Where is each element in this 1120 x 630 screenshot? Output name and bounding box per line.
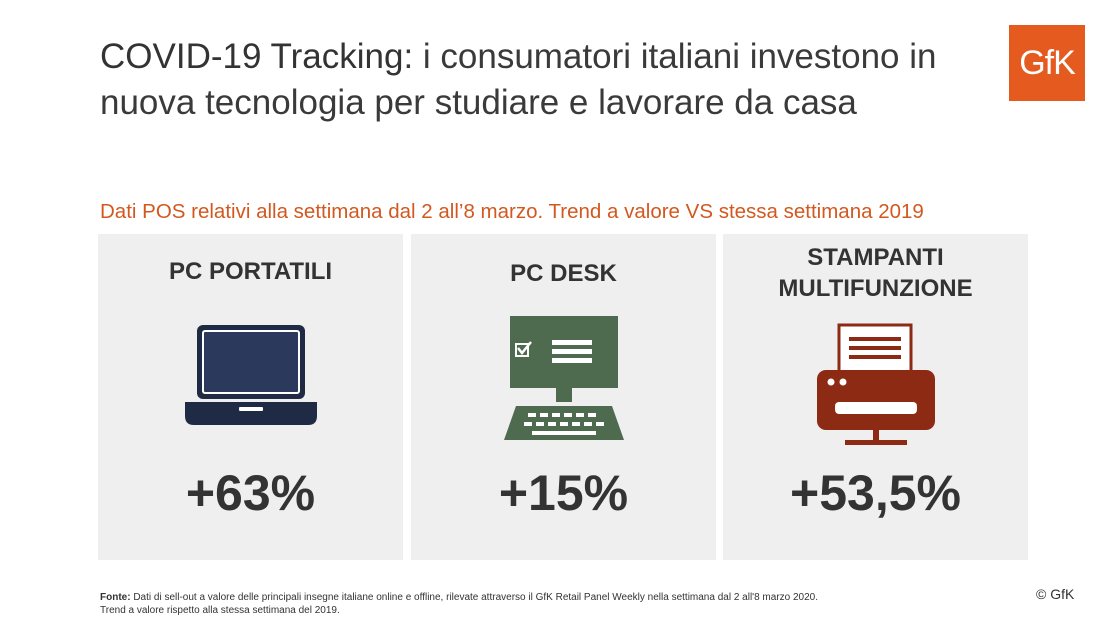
panel-title: STAMPANTI MULTIFUNZIONE <box>723 242 1028 304</box>
desktop-pc-icon <box>411 314 716 442</box>
panel-title-line2: MULTIFUNZIONE <box>778 275 973 302</box>
panel-title: PC PORTATILI <box>98 256 403 287</box>
footer-source-label: Fonte: <box>100 592 131 603</box>
footer-line2: Trend a valore rispetto alla stessa sett… <box>100 605 340 616</box>
gfk-logo: GfK <box>1009 25 1085 101</box>
panel-title: PC DESK <box>411 258 716 289</box>
panel-pc-portatili: PC PORTATILI +63% <box>98 234 403 560</box>
title-lead: COVID-19 Tracking <box>100 37 404 76</box>
panel-title-line1: PC DESK <box>510 260 617 287</box>
panel-pc-desk: PC DESK +15% <box>411 234 716 560</box>
panel-value: +63% <box>185 465 316 521</box>
panel-stampanti: STAMPANTI MULTIFUNZIONE +53,5% <box>723 234 1028 560</box>
printer-icon <box>723 322 1028 450</box>
title-rest: : i consumatori italiani investono in nu… <box>100 37 937 122</box>
copyright: © GfK <box>1036 586 1075 602</box>
footer-source: Fonte: Dati di sell-out a valore delle p… <box>100 591 920 617</box>
footer-line1: Fonte: Dati di sell-out a valore delle p… <box>100 591 920 604</box>
laptop-icon <box>98 322 403 428</box>
logo-text: GfK <box>1019 43 1076 82</box>
panel-value: +15% <box>498 465 629 521</box>
subtitle: Dati POS relativi alla settimana dal 2 a… <box>100 200 924 223</box>
panel-title-line1: STAMPANTI <box>807 244 944 271</box>
page-title: COVID-19 Tracking: i consumatori italian… <box>100 34 940 126</box>
panel-value: +53,5% <box>790 465 961 521</box>
footer-source-text: Dati di sell-out a valore delle principa… <box>130 592 819 603</box>
panel-title-line1: PC PORTATILI <box>168 258 333 285</box>
